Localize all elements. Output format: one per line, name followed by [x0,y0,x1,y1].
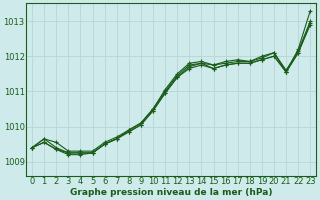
X-axis label: Graphe pression niveau de la mer (hPa): Graphe pression niveau de la mer (hPa) [70,188,272,197]
